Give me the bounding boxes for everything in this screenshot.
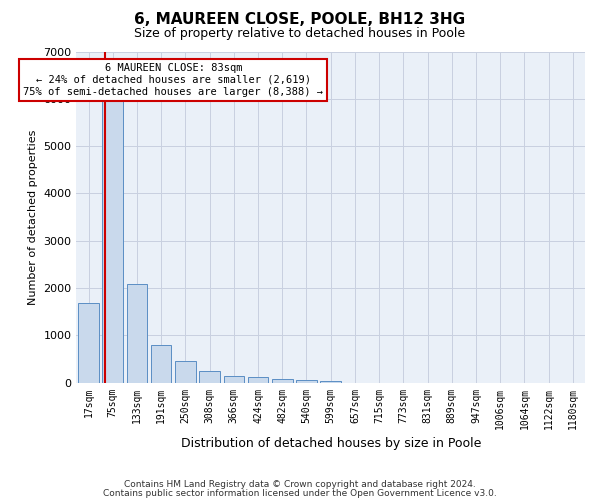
- Bar: [296, 380, 317, 382]
- Bar: [248, 378, 268, 382]
- Bar: [103, 96, 123, 383]
- Bar: [151, 345, 172, 383]
- Text: Size of property relative to detached houses in Poole: Size of property relative to detached ho…: [134, 28, 466, 40]
- Bar: [272, 379, 293, 382]
- Bar: [199, 372, 220, 382]
- Bar: [127, 284, 147, 382]
- Text: 6 MAUREEN CLOSE: 83sqm
← 24% of detached houses are smaller (2,619)
75% of semi-: 6 MAUREEN CLOSE: 83sqm ← 24% of detached…: [23, 64, 323, 96]
- Text: Contains public sector information licensed under the Open Government Licence v3: Contains public sector information licen…: [103, 488, 497, 498]
- X-axis label: Distribution of detached houses by size in Poole: Distribution of detached houses by size …: [181, 437, 481, 450]
- Text: Contains HM Land Registry data © Crown copyright and database right 2024.: Contains HM Land Registry data © Crown c…: [124, 480, 476, 489]
- Y-axis label: Number of detached properties: Number of detached properties: [28, 130, 38, 305]
- Bar: [175, 361, 196, 382]
- Bar: [224, 376, 244, 382]
- Bar: [78, 303, 99, 382]
- Text: 6, MAUREEN CLOSE, POOLE, BH12 3HG: 6, MAUREEN CLOSE, POOLE, BH12 3HG: [134, 12, 466, 28]
